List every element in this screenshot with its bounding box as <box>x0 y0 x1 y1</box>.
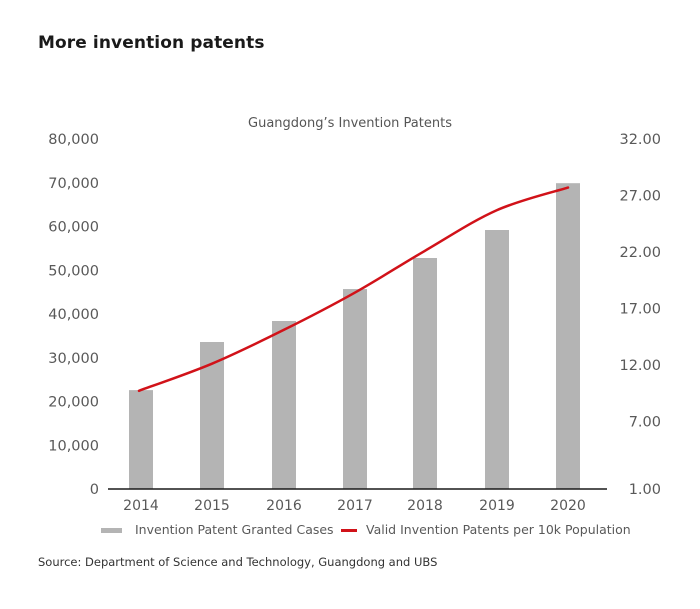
legend-label-line: Valid Invention Patents per 10k Populati… <box>366 522 631 537</box>
page-title: More invention patents <box>38 33 265 53</box>
y-left-tick-label: 20,000 <box>48 395 99 411</box>
y-right-tick-label: 17.00 <box>619 301 661 317</box>
x-tick-label: 2018 <box>407 498 443 514</box>
y-right-tick-label: 7.00 <box>629 414 661 430</box>
y-right-tick-label: 1.00 <box>629 482 661 498</box>
y-left-tick-label: 60,000 <box>48 220 99 236</box>
source-note: Source: Department of Science and Techno… <box>38 555 438 569</box>
x-tick-label: 2016 <box>266 498 302 514</box>
right-axis: 1.00 7.00 12.00 17.00 22.00 27.00 32.00 <box>619 132 661 498</box>
bar-2019 <box>485 230 509 489</box>
x-tick-label: 2015 <box>194 498 230 514</box>
legend: Invention Patent Granted Cases Valid Inv… <box>101 522 631 537</box>
bar-series <box>129 183 580 489</box>
x-tick-label: 2017 <box>337 498 373 514</box>
y-left-tick-label: 40,000 <box>48 307 99 323</box>
bar-2018 <box>413 258 437 489</box>
x-axis: 2014 2015 2016 2017 2018 2019 2020 <box>123 498 586 514</box>
bar-2014 <box>129 390 153 489</box>
x-tick-label: 2020 <box>550 498 586 514</box>
y-right-tick-label: 32.00 <box>619 132 661 148</box>
y-right-tick-label: 27.00 <box>619 188 661 204</box>
y-left-tick-label: 70,000 <box>48 176 99 192</box>
line-series <box>137 186 570 393</box>
x-tick-label: 2014 <box>123 498 159 514</box>
y-left-tick-label: 50,000 <box>48 263 99 279</box>
y-right-tick-label: 12.00 <box>619 358 661 374</box>
y-left-tick-label: 0 <box>90 482 99 498</box>
chart-title: Guangdong’s Invention Patents <box>248 116 452 131</box>
legend-swatch-line <box>341 529 357 532</box>
legend-swatch-bar <box>101 528 122 533</box>
bar-2016 <box>272 321 296 489</box>
y-left-tick-label: 10,000 <box>48 438 99 454</box>
y-left-tick-label: 30,000 <box>48 351 99 367</box>
left-axis: 0 10,000 20,000 30,000 40,000 50,000 60,000 70,… <box>48 132 99 498</box>
bar-2020 <box>556 183 580 489</box>
y-right-tick-label: 22.00 <box>619 245 661 261</box>
line-path <box>137 186 570 393</box>
y-left-tick-label: 80,000 <box>48 132 99 148</box>
x-tick-label: 2019 <box>479 498 515 514</box>
legend-label-bar: Invention Patent Granted Cases <box>135 522 334 537</box>
bar-2017 <box>343 289 367 489</box>
